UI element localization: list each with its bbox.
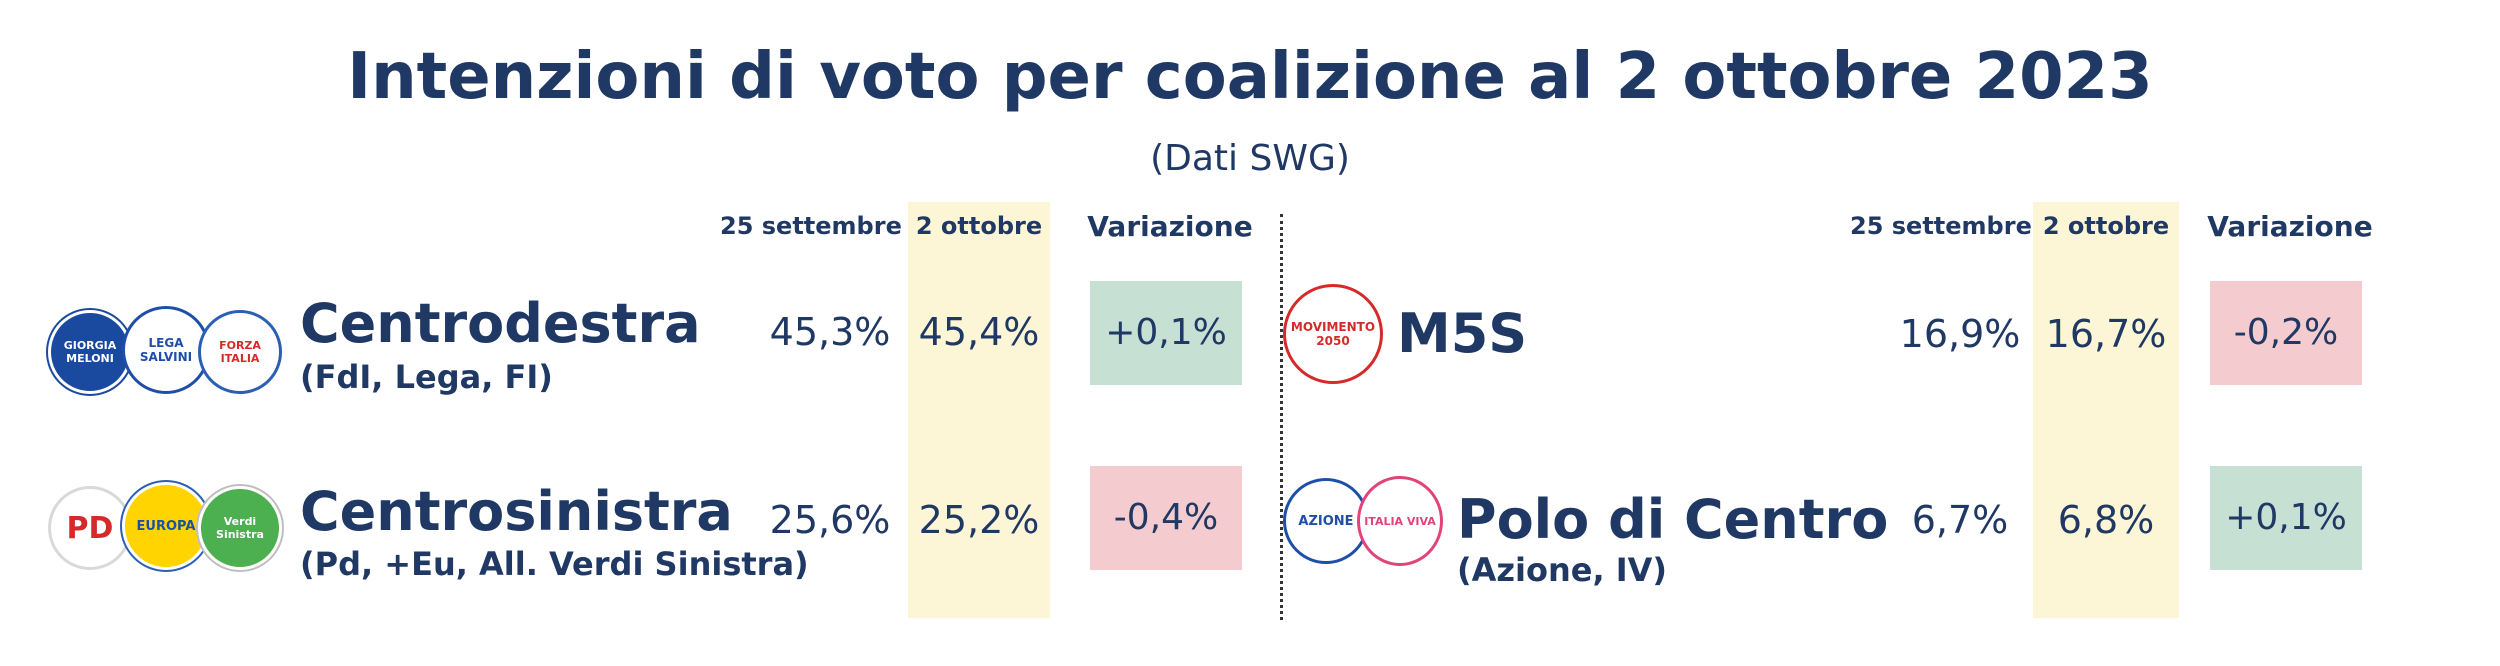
piu-europa-logo: EUROPA <box>122 482 210 570</box>
movimento-5-stelle-logo: MOVIMENTO 2050 <box>1283 284 1383 384</box>
row-name: Centrosinistra <box>300 480 733 543</box>
chart-subtitle: (Dati SWG) <box>1150 138 1350 179</box>
highlight-column-left <box>908 202 1050 618</box>
header-change-right: Variazione <box>2207 210 2373 243</box>
value-curr: 45,4% <box>918 310 1040 354</box>
header-curr-right: 2 ottobre <box>2042 212 2170 240</box>
change-badge: +0,1% <box>2210 466 2362 570</box>
row-name: Polo di Centro <box>1457 488 1889 551</box>
fratelli-ditalia-logo: GIORGIA MELONI <box>48 310 132 394</box>
value-curr: 6,8% <box>2057 498 2155 542</box>
value-curr: 25,2% <box>918 498 1040 542</box>
lega-logo: LEGA SALVINI <box>122 306 210 394</box>
change-badge: +0,1% <box>1090 281 1242 385</box>
row-sub: (Azione, IV) <box>1457 551 1668 589</box>
row-sub: (Pd, +Eu, All. Verdi Sinistra) <box>300 545 809 583</box>
row-name: M5S <box>1397 302 1528 365</box>
azione-logo: AZIONE <box>1283 478 1369 564</box>
logo-group-polo-di-centro: AZIONE ITALIA VIVA <box>1283 476 1443 568</box>
row-name: Centrodestra <box>300 292 701 355</box>
value-prev: 45,3% <box>769 310 891 354</box>
header-change-left: Variazione <box>1087 210 1253 243</box>
logo-group-centrosinistra: PD EUROPA Verdi Sinistra <box>48 482 282 574</box>
highlight-column-right <box>2033 202 2179 618</box>
value-curr: 16,7% <box>2045 312 2167 356</box>
logo-group-centrodestra: GIORGIA MELONI LEGA SALVINI FORZA ITALIA <box>48 306 282 398</box>
change-badge: -0,4% <box>1090 466 1242 570</box>
partito-democratico-logo: PD <box>48 486 132 570</box>
header-prev-left: 25 settembre <box>720 212 902 240</box>
column-divider <box>1280 214 1283 620</box>
value-prev: 6,7% <box>1911 498 2009 542</box>
chart-title: Intenzioni di voto per coalizione al 2 o… <box>347 40 2153 114</box>
italia-viva-logo: ITALIA VIVA <box>1357 476 1443 566</box>
value-prev: 16,9% <box>1899 312 2021 356</box>
forza-italia-logo: FORZA ITALIA <box>198 310 282 394</box>
verdi-sinistra-logo: Verdi Sinistra <box>198 486 282 570</box>
value-prev: 25,6% <box>769 498 891 542</box>
row-sub: (FdI, Lega, FI) <box>300 358 553 396</box>
change-badge: -0,2% <box>2210 281 2362 385</box>
header-prev-right: 25 settembre <box>1850 212 2032 240</box>
header-curr-left: 2 ottobre <box>915 212 1043 240</box>
